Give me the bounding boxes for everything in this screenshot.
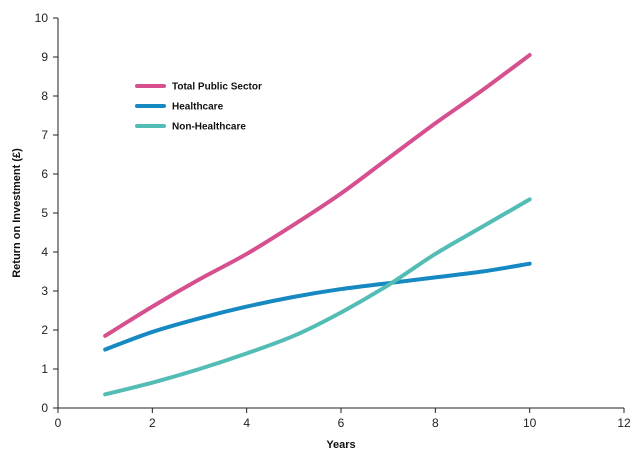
chart-legend: Total Public Sector Healthcare Non-Healthc… — [135, 82, 262, 133]
y-tick-label: 10 — [35, 11, 49, 25]
x-tick-label: 0 — [55, 416, 62, 430]
series-line-total-public-sector — [103, 53, 532, 338]
y-tick-label: 4 — [41, 245, 48, 259]
series-line-non-healthcare — [103, 197, 532, 397]
y-tick-label: 2 — [41, 323, 48, 337]
chart-series — [103, 53, 532, 397]
y-tick-label: 5 — [41, 206, 48, 220]
x-axis-title: Years — [326, 439, 355, 451]
y-tick-label: 7 — [41, 128, 48, 142]
x-tick-label: 4 — [243, 416, 250, 430]
legend-label-total-public-sector: Total Public Sector — [172, 82, 262, 93]
legend-label-non-healthcare: Non-Healthcare — [172, 122, 246, 133]
series-line-healthcare — [103, 261, 532, 352]
y-tick-label: 9 — [41, 50, 48, 64]
y-tick-label: 6 — [41, 167, 48, 181]
chart-axes — [57, 18, 624, 409]
x-tick-label: 2 — [149, 416, 156, 430]
y-tick-label: 3 — [41, 284, 48, 298]
x-tick-label: 6 — [338, 416, 345, 430]
y-tick-label: 8 — [41, 89, 48, 103]
y-tick-label: 1 — [41, 362, 48, 376]
x-tick-label: 12 — [617, 416, 631, 430]
y-axis-title: Return on Investment (£) — [11, 148, 23, 278]
y-tick-label: 0 — [41, 401, 48, 415]
legend-label-healthcare: Healthcare — [172, 102, 224, 113]
x-tick-label: 10 — [523, 416, 537, 430]
x-tick-label: 8 — [432, 416, 439, 430]
